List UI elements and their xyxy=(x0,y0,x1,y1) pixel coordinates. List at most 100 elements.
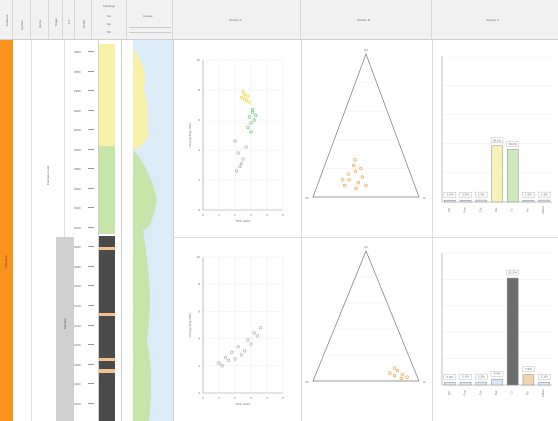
curves-track[interactable] xyxy=(123,40,174,421)
scatter-point[interactable] xyxy=(242,97,247,101)
scatter-point[interactable] xyxy=(249,130,253,134)
bar[interactable] xyxy=(522,374,535,386)
bar[interactable] xyxy=(459,199,472,203)
bar[interactable] xyxy=(444,382,456,386)
ternary-point[interactable] xyxy=(353,158,357,162)
lithology-limestone-bed xyxy=(99,358,115,361)
scatter-chart-top[interactable]: 00 1 2 2 4 3 6 4 8 5 10 TOC (wt%) HI (mg HC/g TOC) xyxy=(173,40,301,237)
scatter-point[interactable] xyxy=(246,94,250,98)
ternary-point[interactable] xyxy=(359,166,363,171)
member-band[interactable]: Member xyxy=(56,237,74,421)
lithology-track[interactable] xyxy=(98,40,122,421)
scatter-point[interactable] xyxy=(255,334,260,338)
scatter-point[interactable] xyxy=(226,358,231,363)
bar[interactable] xyxy=(538,381,550,386)
era-column[interactable]: Paleozoic xyxy=(0,40,13,421)
scatter-point[interactable] xyxy=(254,113,258,118)
ternary-point[interactable] xyxy=(405,375,409,379)
bar[interactable] xyxy=(459,381,472,386)
ternary-point[interactable] xyxy=(342,183,347,188)
scatter-point[interactable] xyxy=(239,353,244,357)
bar-category-label: Cal xyxy=(478,390,482,395)
scatter-point[interactable] xyxy=(242,349,247,353)
ternary-point[interactable] xyxy=(354,186,358,191)
scatter-point[interactable] xyxy=(247,115,252,119)
scatter-point[interactable] xyxy=(236,345,240,349)
scatter-point[interactable] xyxy=(252,331,256,335)
depth-tick-label: 2940 xyxy=(74,128,81,133)
header-col-erathem[interactable]: Erathem xyxy=(0,0,13,40)
scatter-point[interactable] xyxy=(242,92,247,97)
scatter-point[interactable] xyxy=(234,169,239,173)
scatter-point[interactable] xyxy=(239,161,244,166)
ternary-point[interactable] xyxy=(356,181,361,185)
bar[interactable] xyxy=(475,199,488,203)
header-section-a[interactable]: Section A xyxy=(173,0,301,40)
bar-category-label: Other xyxy=(541,206,545,214)
header-section-c[interactable]: Section C xyxy=(432,0,558,40)
scatter-point[interactable] xyxy=(239,95,244,100)
bar[interactable] xyxy=(491,378,503,386)
ternary-point[interactable] xyxy=(341,178,345,182)
scatter-point[interactable] xyxy=(230,350,234,354)
scatter-point[interactable] xyxy=(238,164,242,169)
header-col-curves[interactable]: Curves xyxy=(127,0,173,40)
ternary-point[interactable] xyxy=(353,169,358,173)
header-col-formation[interactable]: Fm xyxy=(63,0,75,40)
ternary-point[interactable] xyxy=(347,178,351,182)
scatter-point[interactable] xyxy=(244,145,248,149)
header-col-series[interactable]: Series xyxy=(31,0,49,40)
scatter-point[interactable] xyxy=(250,110,255,115)
header-col-system[interactable]: System xyxy=(13,0,31,40)
y-tick-label: 0 xyxy=(198,391,200,395)
scatter-point[interactable] xyxy=(252,118,256,122)
bar[interactable] xyxy=(491,145,503,203)
bar-chart-top[interactable]: 1.2% Qz 1.2% Fsp 1.3% Cal 38.5% Dol 36.0% Cl 1.2% P… xyxy=(432,40,558,237)
ternary-point[interactable] xyxy=(360,175,365,179)
scatter-point[interactable] xyxy=(223,355,228,360)
scatter-point[interactable] xyxy=(233,357,237,361)
ternary-point[interactable] xyxy=(392,366,397,370)
ternary-chart-bottom[interactable]: Qz Cb Cl xyxy=(301,237,432,421)
scatter-point[interactable] xyxy=(246,338,250,342)
header-col-depth[interactable]: Depth xyxy=(75,0,92,40)
ternary-point[interactable] xyxy=(346,172,350,176)
scatter-point[interactable] xyxy=(241,89,245,94)
scatter-point[interactable] xyxy=(241,157,245,161)
scatter-point[interactable] xyxy=(244,98,248,103)
bar[interactable] xyxy=(506,149,519,203)
depth-tick-label: 2880 xyxy=(74,69,81,74)
ternary-point[interactable] xyxy=(395,368,399,373)
scatter-point[interactable] xyxy=(217,361,221,365)
scatter-point[interactable] xyxy=(258,326,263,330)
bar[interactable] xyxy=(522,199,535,203)
bar[interactable] xyxy=(475,381,488,386)
bar[interactable] xyxy=(506,277,519,386)
header-col-stage[interactable]: Stage xyxy=(49,0,63,40)
depth-tick xyxy=(88,51,94,52)
ternary-chart-top[interactable]: Qz Cb Cl xyxy=(301,40,432,237)
scatter-point[interactable] xyxy=(246,125,250,130)
scatter-point[interactable] xyxy=(250,107,255,112)
scatter-chart-bottom[interactable]: 00 1 2 2 4 3 6 4 8 5 10 TOC (wt%) HI (mg HC/g TOC) xyxy=(173,237,301,421)
ternary-point[interactable] xyxy=(399,376,403,381)
scatter-point[interactable] xyxy=(249,342,253,346)
scatter-point[interactable] xyxy=(220,364,224,368)
x-tick-label: 4 xyxy=(266,396,268,400)
ternary-point[interactable] xyxy=(364,183,368,188)
scatter-point[interactable] xyxy=(247,100,252,104)
depth-tick xyxy=(88,363,94,365)
bar[interactable] xyxy=(444,199,456,203)
header-section-b[interactable]: Section B xyxy=(301,0,432,40)
scatter-point[interactable] xyxy=(236,151,240,155)
scatter-point[interactable] xyxy=(249,121,253,125)
bar[interactable] xyxy=(538,199,550,203)
ternary-point[interactable] xyxy=(400,372,404,377)
ternary-point[interactable] xyxy=(351,163,356,168)
section-title: Section C xyxy=(486,18,500,22)
header-col-lithology[interactable]: Lithology Ca Sa Sh xyxy=(92,0,127,40)
bar-chart-bottom[interactable]: 2.0% Qz 2.1% Fsp 2.2% Cal 4.4% Dol 81.0% Cl 7.9% Py… xyxy=(432,237,558,421)
ternary-point[interactable] xyxy=(388,371,392,375)
ternary-point[interactable] xyxy=(392,374,397,378)
scatter-point[interactable] xyxy=(233,139,237,143)
